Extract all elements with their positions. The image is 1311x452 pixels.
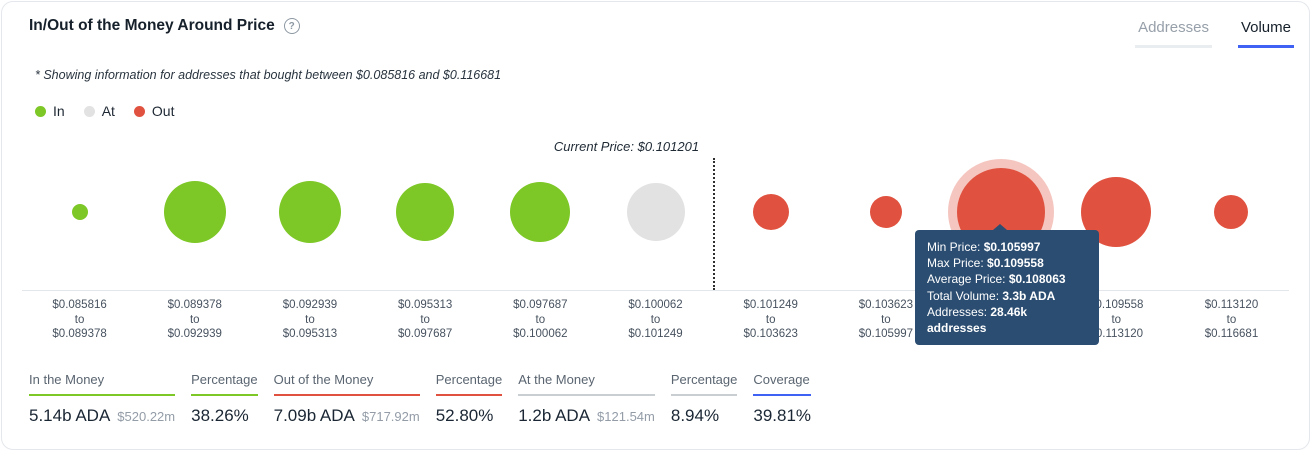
- tooltip-row: Total Volume: 3.3b ADA: [927, 288, 1056, 303]
- tooltip-row: Min Price: $0.105997: [927, 240, 1041, 254]
- chart-column: $0.103623 to $0.105997: [828, 134, 943, 342]
- stat-label: Percentage: [191, 372, 258, 396]
- stat-coverage: Coverage 39.81%: [753, 372, 812, 426]
- stat-value: 52.80%: [435, 405, 494, 425]
- widget-title: In/Out of the Money Around Price: [29, 17, 275, 34]
- stat-value: 38.26%: [191, 405, 249, 425]
- legend-label: At: [101, 103, 115, 119]
- stat-secondary-value: $717.92m: [361, 408, 420, 424]
- axis-range-label: $0.085816 to $0.089378: [52, 299, 107, 340]
- widget-header: In/Out of the Money Around Price ? Addre…: [2, 2, 1309, 48]
- stat-values: 39.81%: [753, 406, 811, 426]
- legend-label: Out: [151, 103, 175, 119]
- x-axis-line: [22, 290, 1289, 291]
- bubble-area: [71, 134, 88, 290]
- bubble-out[interactable]: [869, 196, 902, 228]
- stat-label: Percentage: [670, 372, 738, 396]
- stat-secondary-value: $520.22m: [117, 408, 176, 424]
- legend-dot-out: [133, 105, 145, 117]
- stat-label: Out of the Money: [273, 372, 420, 396]
- axis-range-label: $0.101249 to $0.103623: [743, 299, 798, 340]
- range-note: * Showing information for addresses that…: [35, 68, 502, 82]
- stat-value: 5.14b ADA: [29, 405, 111, 425]
- tab-addresses[interactable]: Addresses: [1135, 17, 1212, 48]
- bubble-area: [396, 134, 455, 290]
- legend-dot-at: [83, 105, 95, 117]
- chart-column: $0.097687 to $0.100062: [483, 134, 598, 342]
- bubble-out[interactable]: [1214, 195, 1249, 229]
- chart-column: $0.092939 to $0.095313: [252, 134, 367, 342]
- bubble-area: [626, 134, 685, 290]
- current-price-label: Current Price: $0.101201: [553, 139, 700, 154]
- legend-item-out: Out: [133, 103, 175, 119]
- stat-value: 1.2b ADA: [518, 405, 591, 425]
- stat-percentage: Percentage 8.94%: [670, 372, 738, 426]
- chart-column: $0.101249 to $0.103623: [713, 134, 828, 342]
- bubble-area: [869, 134, 902, 290]
- stat-percentage: Percentage 38.26%: [191, 372, 258, 426]
- tooltip-row: Max Price: $0.109558: [927, 256, 1044, 271]
- tab-volume[interactable]: Volume: [1237, 17, 1294, 48]
- stat-at-the-money: At the Money 1.2b ADA $121.54m: [518, 372, 655, 426]
- bubble-out[interactable]: [752, 194, 789, 230]
- stat-value: 8.94%: [670, 405, 720, 425]
- legend-dot-in: [35, 105, 46, 117]
- axis-range-label: $0.113120 to $0.116681: [1204, 299, 1259, 340]
- stat-in-the-money: In the Money 5.14b ADA $520.22m: [29, 372, 176, 426]
- stat-out-of-the-money: Out of the Money 7.09b ADA $717.92m: [273, 372, 420, 426]
- bubble-in[interactable]: [71, 204, 88, 220]
- stat-values: 7.09b ADA $717.92m: [274, 406, 420, 426]
- bubble-area: [1214, 134, 1249, 290]
- chart-column: $0.095313 to $0.097687: [368, 134, 483, 342]
- stat-label: Percentage: [435, 372, 503, 396]
- chart-tooltip: Min Price: $0.105997 Max Price: $0.109558…: [915, 224, 1099, 346]
- axis-range-label: $0.103623 to $0.105997: [858, 299, 914, 340]
- chart-column: $0.100062 to $0.101249: [598, 134, 713, 342]
- tooltip-row: Addresses: 28.46k addresses: [927, 304, 1028, 336]
- bubble-in[interactable]: [163, 181, 226, 243]
- chart-column: $0.085816 to $0.089378: [22, 134, 137, 342]
- stat-label: At the Money: [518, 372, 655, 396]
- bubble-area: [163, 134, 226, 290]
- stat-value: 7.09b ADA: [273, 405, 355, 425]
- help-icon[interactable]: ?: [283, 18, 300, 34]
- tooltip-caret: [993, 224, 1007, 230]
- axis-range-label: $0.109558 to $0.113120: [1089, 299, 1144, 340]
- legend-item-at: At: [83, 103, 115, 119]
- tooltip-row: Average Price: $0.108063: [927, 272, 1066, 287]
- axis-range-label: $0.092939 to $0.095313: [282, 299, 338, 340]
- stat-values: 5.14b ADA $520.22m: [29, 406, 175, 426]
- legend: In At Out: [35, 103, 1282, 119]
- bubble-area: [510, 134, 571, 290]
- stat-percentage: Percentage 52.80%: [435, 372, 503, 426]
- chart-column: $0.089378 to $0.092939: [137, 134, 252, 342]
- view-tabs: Addresses Volume: [1135, 17, 1294, 48]
- bubble-in[interactable]: [510, 182, 571, 242]
- axis-range-label: $0.100062 to $0.101249: [628, 299, 683, 340]
- stat-values: 38.26%: [191, 406, 258, 426]
- bubble-in[interactable]: [396, 183, 455, 241]
- stat-label: In the Money: [29, 372, 176, 396]
- stat-values: 1.2b ADA $121.54m: [518, 406, 655, 426]
- chart-column: $0.109558 to $0.113120: [1059, 134, 1174, 342]
- stat-values: 8.94%: [671, 406, 738, 426]
- stat-value: 39.81%: [753, 405, 812, 425]
- legend-item-in: In: [35, 103, 65, 119]
- stat-label: Coverage: [753, 372, 812, 396]
- bubble-area: [752, 134, 789, 290]
- current-price-line: [713, 158, 716, 290]
- axis-range-label: $0.097687 to $0.100062: [513, 299, 568, 340]
- axis-range-label: $0.095313 to $0.097687: [397, 299, 453, 340]
- legend-label: In: [53, 103, 65, 119]
- bubble-in[interactable]: [278, 181, 341, 243]
- stats-row: In the Money 5.14b ADA $520.22m Percentage 3…: [29, 372, 1282, 426]
- stat-secondary-value: $121.54m: [597, 408, 655, 424]
- bubble-at[interactable]: [626, 183, 685, 241]
- stat-values: 52.80%: [436, 406, 503, 426]
- header-left: In/Out of the Money Around Price ?: [29, 17, 300, 35]
- axis-range-label: $0.089378 to $0.092939: [167, 299, 222, 340]
- chart-column: $0.113120 to $0.116681: [1174, 134, 1289, 342]
- bubble-area: [278, 134, 341, 290]
